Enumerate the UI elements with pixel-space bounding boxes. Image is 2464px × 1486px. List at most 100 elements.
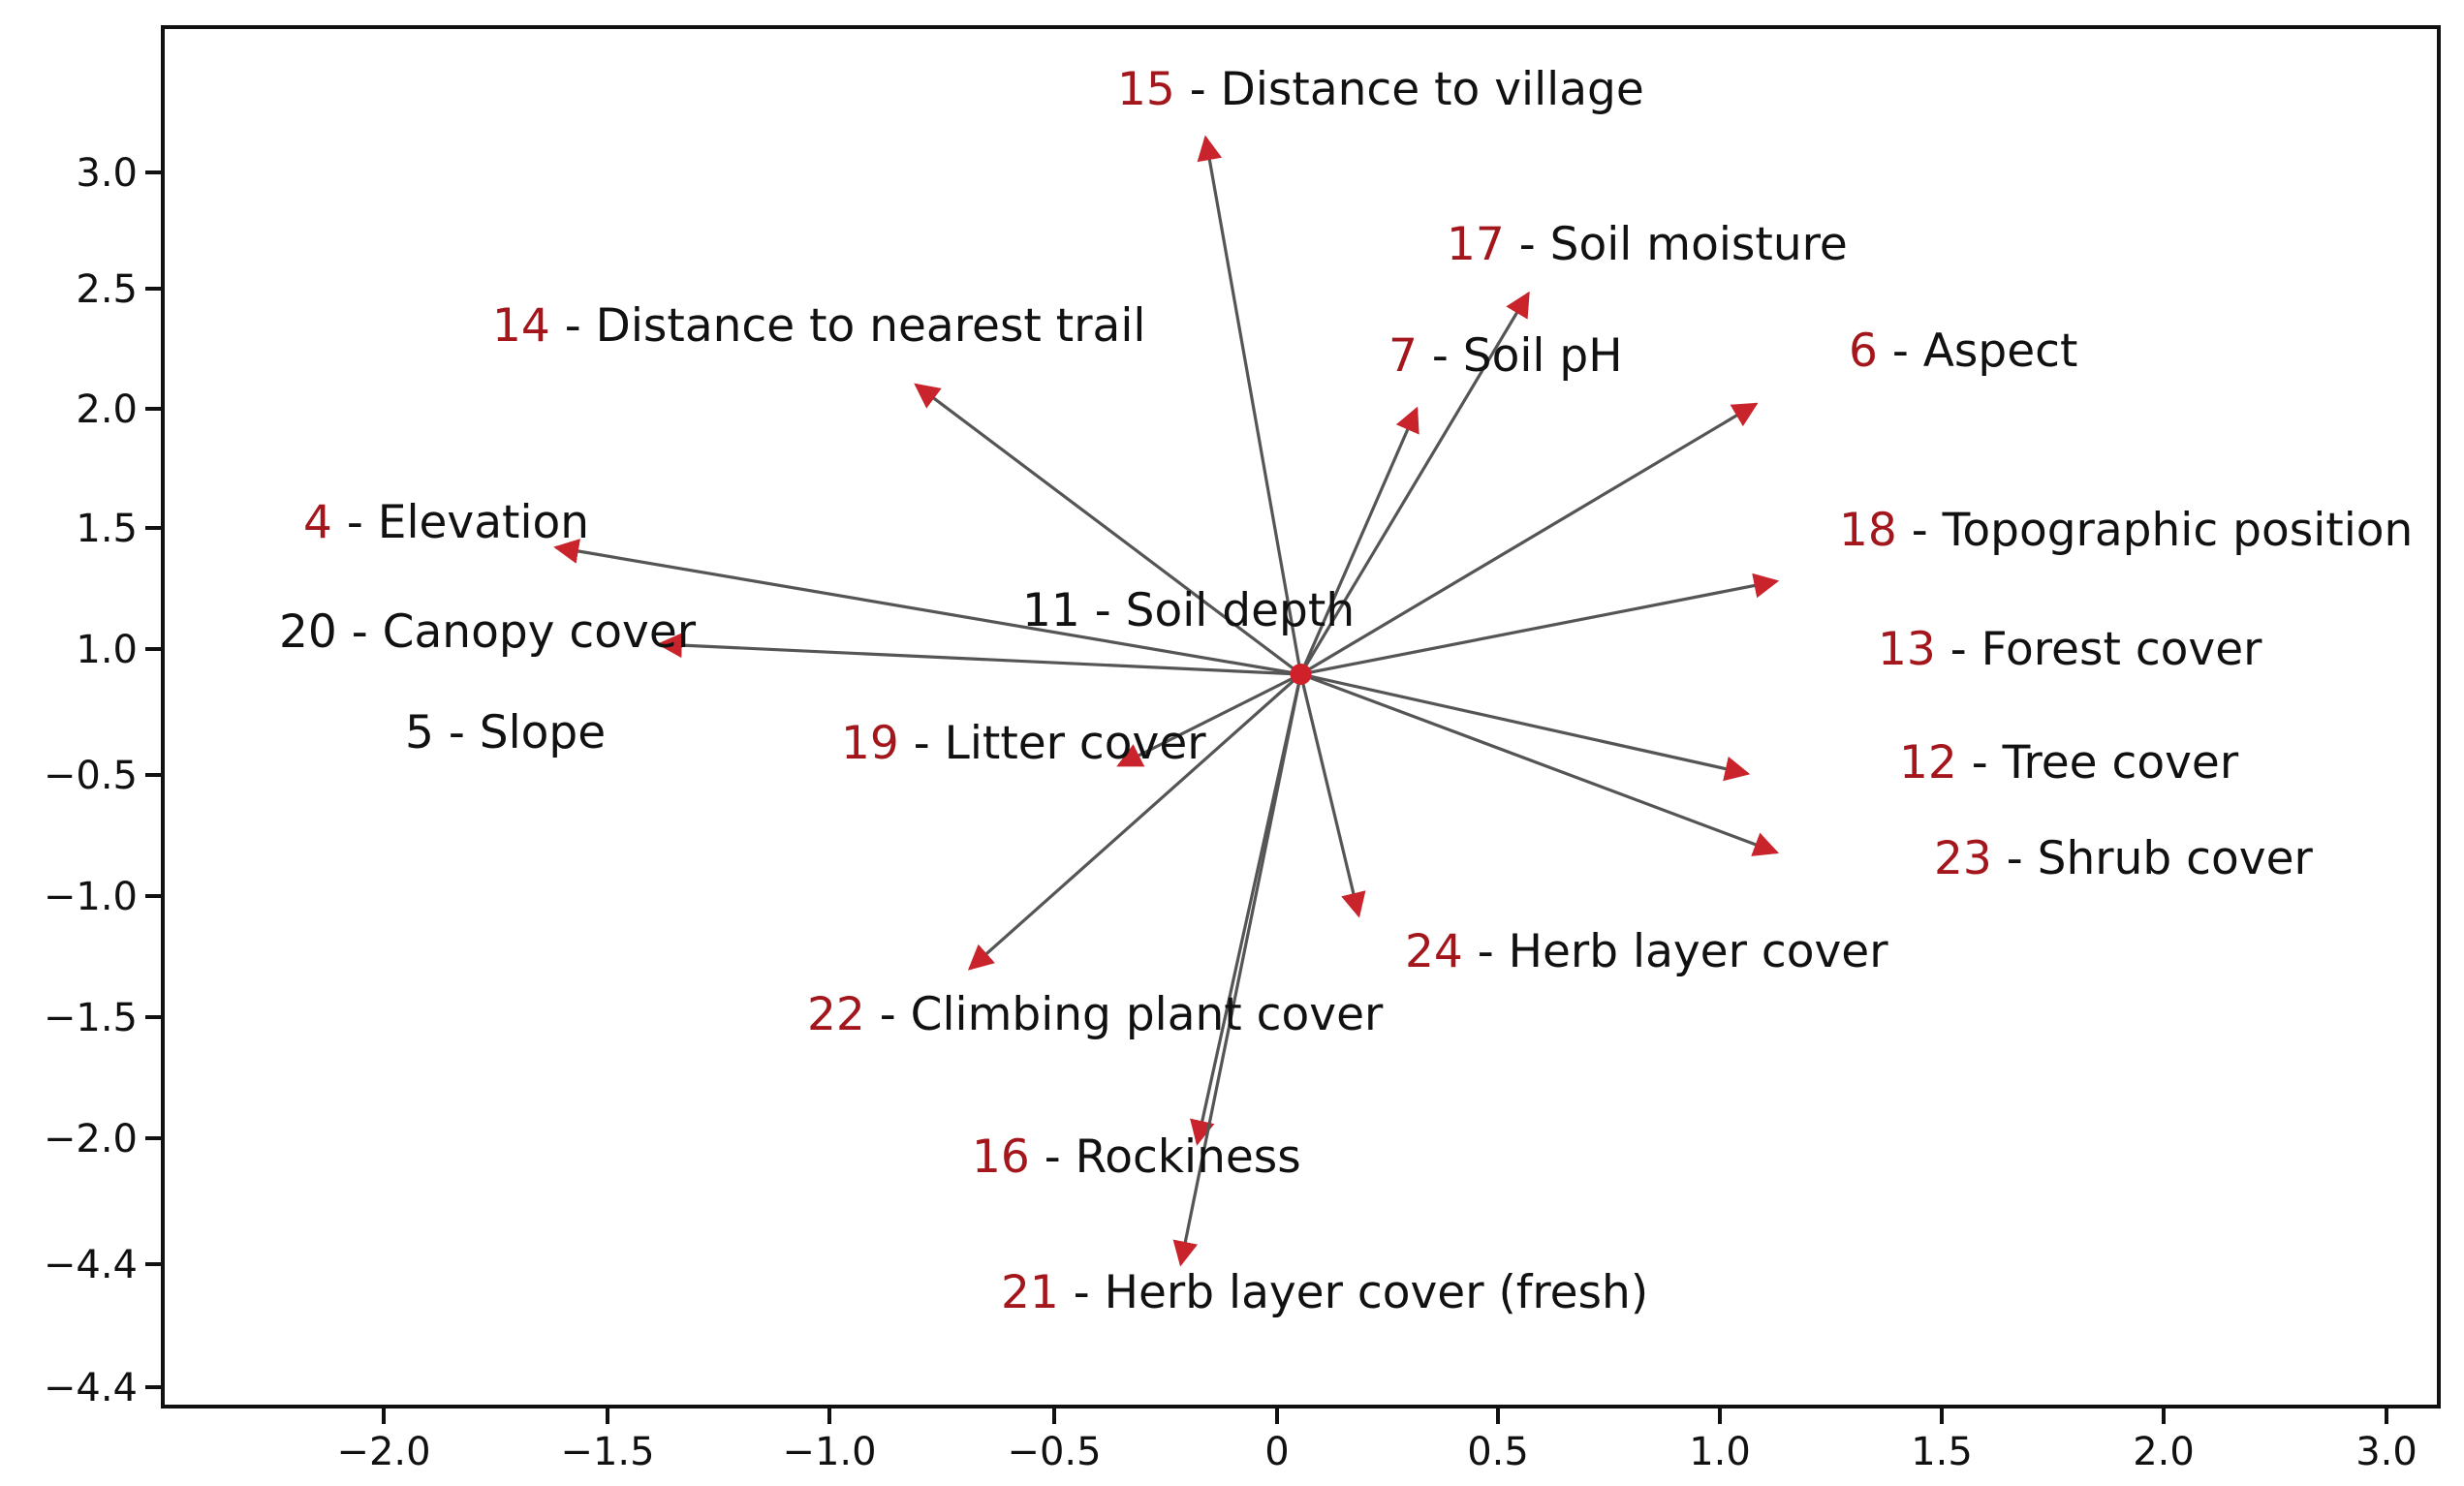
variable-label-21: 21 - Herb layer cover (fresh) [1001, 1266, 1648, 1319]
label-dash: - [332, 496, 378, 549]
variable-number: 11 [1022, 584, 1080, 637]
vector-arrow-18 [1300, 573, 1780, 676]
variable-number: 18 [1839, 504, 1897, 557]
x-tick-label: 1.5 [1911, 1430, 1973, 1474]
variable-number: 24 [1405, 925, 1463, 978]
variable-number: 23 [1934, 832, 1992, 885]
variable-number: 17 [1447, 218, 1505, 271]
labels-layer: 15 - Distance to village 17 - Soil moistu… [279, 63, 2413, 1319]
vector-arrow-7 [1299, 406, 1419, 675]
variable-number: 6 [1849, 325, 1878, 378]
label-dash: - [550, 299, 596, 353]
variable-label-19: 19 - Litter cover [841, 717, 1206, 770]
vector-arrow-14 [914, 383, 1302, 676]
variable-number: 12 [1899, 736, 1957, 789]
x-tick-label: −1.0 [782, 1430, 876, 1474]
variable-name: Topographic position [1942, 504, 2414, 557]
variable-label-5: 5 - Slope [405, 706, 606, 759]
variable-name: Aspect [1923, 325, 2078, 378]
variable-number: 4 [303, 496, 332, 549]
variable-label-18: 18 - Topographic position [1839, 504, 2413, 557]
variable-number: 16 [972, 1130, 1030, 1184]
variable-label-17: 17 - Soil moisture [1447, 218, 1848, 271]
vector-arrow-4 [553, 539, 1301, 676]
variable-name: Distance to nearest trail [596, 299, 1146, 353]
label-dash: - [1957, 736, 2003, 789]
origin-marker [1290, 664, 1312, 685]
vector-arrow-24 [1298, 673, 1366, 918]
x-tick-label: −2.0 [336, 1430, 430, 1474]
variable-label-7: 7 - Soil pH [1388, 329, 1623, 383]
plot-frame [161, 25, 2441, 1409]
label-dash: - [434, 706, 480, 759]
variable-number: 20 [279, 605, 337, 659]
variable-number: 22 [807, 988, 865, 1041]
variable-number: 7 [1388, 329, 1418, 383]
y-tick-label: −1.0 [44, 875, 138, 919]
vector-arrow-21 [1172, 673, 1303, 1267]
y-axis: 3.0 2.5 2.0 1.5 1.0 −0.5 −1.0 −1.5 −2.0 −4.4 −4.4 [44, 151, 163, 1410]
variable-number: 21 [1001, 1266, 1059, 1319]
variable-number: 15 [1117, 63, 1175, 116]
variable-label-20: 20 - Canopy cover [279, 605, 697, 659]
label-dash: - [1175, 63, 1221, 116]
vector-arrow-20 [656, 633, 1301, 676]
x-tick-label: −1.5 [560, 1430, 654, 1474]
variable-name: Slope [480, 706, 606, 759]
variable-name: Herb layer cover (fresh) [1105, 1266, 1649, 1319]
variable-label-16: 16 - Rockiness [972, 1130, 1301, 1184]
variable-label-6: 6 - Aspect [1849, 325, 2077, 378]
variable-number: 13 [1878, 623, 1936, 676]
y-tick-label: −0.5 [44, 754, 138, 798]
vectors-layer [553, 135, 1780, 1267]
label-dash: - [1878, 325, 1923, 378]
variable-label-12: 12 - Tree cover [1899, 736, 2239, 789]
y-tick-label: −4.4 [44, 1366, 138, 1410]
vector-arrow-17 [1299, 291, 1530, 675]
vector-arrow-15 [1197, 135, 1303, 675]
variable-label-22: 22 - Climbing plant cover [807, 988, 1384, 1041]
label-dash: - [1463, 925, 1509, 978]
label-dash: - [1030, 1130, 1076, 1184]
y-tick-label: 3.0 [76, 151, 138, 196]
vector-arrow-19 [1116, 672, 1302, 767]
variable-label-24: 24 - Herb layer cover [1405, 925, 1888, 978]
label-dash: - [1080, 584, 1126, 637]
label-dash: - [865, 988, 911, 1041]
x-tick-label: 3.0 [2355, 1430, 2417, 1474]
variable-number: 14 [492, 299, 550, 353]
label-dash: - [1059, 1266, 1105, 1319]
label-dash: - [1936, 623, 1981, 676]
y-tick-label: −4.4 [44, 1243, 138, 1287]
vector-arrow-12 [1300, 672, 1751, 782]
variable-number: 19 [841, 717, 899, 770]
variable-name: Tree cover [2002, 736, 2239, 789]
variable-name: Shrub cover [2038, 832, 2314, 885]
variable-number: 5 [405, 706, 434, 759]
variable-label-23: 23 - Shrub cover [1934, 832, 2313, 885]
variable-name: Distance to village [1221, 63, 1644, 116]
variable-name: Forest cover [1981, 623, 2263, 676]
x-axis: −2.0 −1.5 −1.0 −0.5 0 0.5 1.0 1.5 2.0 3.0 [336, 1407, 2417, 1474]
label-dash: - [337, 605, 383, 659]
variable-label-14: 14 - Distance to nearest trail [492, 299, 1145, 353]
variable-label-11: 11 - Soil depth [1022, 584, 1355, 637]
label-dash: - [899, 717, 945, 770]
y-tick-label: 2.0 [76, 387, 138, 432]
variable-name: Elevation [378, 496, 589, 549]
label-dash: - [1992, 832, 2038, 885]
x-tick-label: 0.5 [1467, 1430, 1529, 1474]
x-tick-label: 1.0 [1689, 1430, 1751, 1474]
x-tick-label: 0 [1264, 1430, 1289, 1474]
y-tick-label: 1.5 [76, 507, 138, 551]
y-tick-label: −1.5 [44, 996, 138, 1040]
variable-label-13: 13 - Forest cover [1878, 623, 2262, 676]
variable-name: Rockiness [1076, 1130, 1301, 1184]
x-tick-label: 2.0 [2133, 1430, 2195, 1474]
label-dash: - [1897, 504, 1943, 557]
vector-arrow-6 [1299, 402, 1759, 676]
variable-name: Climbing plant cover [911, 988, 1384, 1041]
label-dash: - [1418, 329, 1463, 383]
label-dash: - [1505, 218, 1550, 271]
